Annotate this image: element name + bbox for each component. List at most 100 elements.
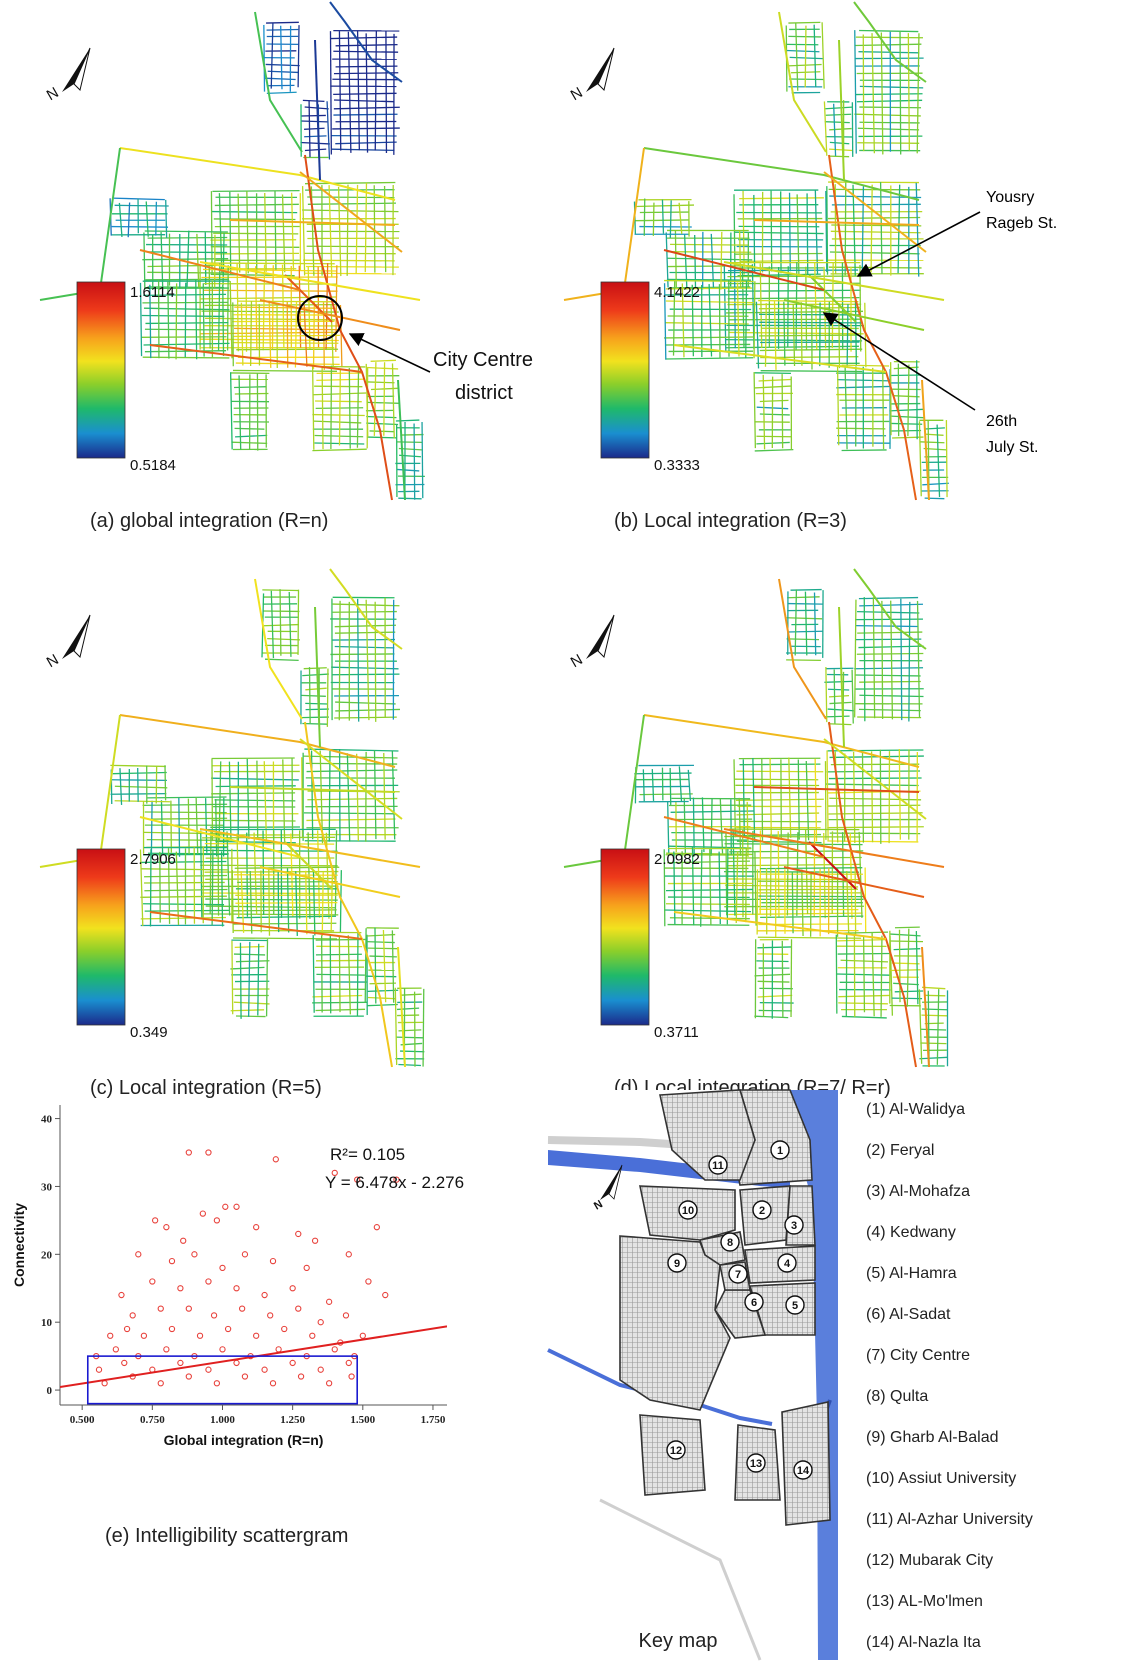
street	[165, 765, 166, 800]
street	[300, 717, 329, 718]
street	[855, 868, 856, 936]
street	[367, 935, 395, 936]
point	[327, 1299, 332, 1304]
street	[873, 597, 874, 718]
point	[318, 1320, 323, 1325]
street	[332, 674, 400, 675]
street	[306, 267, 399, 268]
street	[185, 283, 186, 357]
street	[331, 366, 332, 449]
street	[738, 282, 739, 356]
district-label: (4) Kedwany	[866, 1224, 956, 1241]
point	[270, 1381, 275, 1386]
street	[727, 849, 728, 924]
street	[889, 409, 923, 411]
street	[791, 590, 822, 591]
map-panel: N4.14220.3333(b) Local integration (R=3)	[564, 2, 949, 532]
street	[144, 343, 230, 345]
street	[331, 667, 398, 669]
street	[339, 937, 340, 1012]
street	[728, 290, 861, 291]
street	[303, 186, 305, 275]
point	[270, 1259, 275, 1264]
point	[254, 1333, 259, 1338]
street	[140, 896, 227, 897]
street	[213, 233, 298, 234]
street	[368, 998, 396, 999]
point	[234, 1204, 239, 1209]
point	[206, 1367, 211, 1372]
street	[145, 329, 228, 330]
point	[186, 1374, 191, 1379]
street	[305, 703, 328, 704]
point	[304, 1265, 309, 1270]
street	[774, 300, 776, 369]
legend-colorbar	[601, 282, 649, 458]
point	[296, 1306, 301, 1311]
street	[144, 832, 226, 833]
street	[757, 947, 791, 948]
street	[746, 281, 747, 359]
north-label: N	[568, 84, 586, 104]
street	[232, 941, 233, 1015]
street	[240, 943, 241, 1019]
street	[249, 942, 250, 1017]
street	[829, 798, 921, 800]
point	[290, 1286, 295, 1291]
street	[830, 142, 849, 143]
street	[423, 989, 424, 1067]
street	[333, 612, 397, 613]
street	[347, 185, 348, 276]
street	[368, 382, 395, 383]
street	[860, 86, 923, 87]
street	[890, 941, 923, 942]
street	[907, 929, 909, 1007]
main-road	[564, 148, 644, 300]
legend-max: 2.0982	[654, 851, 700, 868]
district-number: 9	[674, 1258, 680, 1270]
street	[231, 372, 233, 449]
street	[688, 770, 690, 801]
street	[384, 753, 385, 840]
street	[212, 849, 213, 925]
point	[346, 1252, 351, 1257]
point	[327, 1381, 332, 1386]
street	[917, 33, 919, 153]
street	[670, 768, 671, 805]
street	[815, 592, 816, 655]
street	[937, 989, 938, 1065]
street	[145, 910, 230, 911]
main-road	[255, 12, 302, 152]
street	[736, 851, 737, 923]
street	[212, 212, 298, 213]
street	[326, 263, 328, 350]
street	[395, 988, 396, 1065]
street	[115, 786, 167, 788]
street	[856, 37, 923, 38]
street	[664, 337, 753, 338]
street	[828, 689, 849, 690]
street	[787, 639, 819, 640]
north-label: N	[44, 84, 62, 104]
point	[119, 1292, 124, 1297]
main-road	[398, 380, 405, 500]
main-road	[754, 220, 919, 225]
street	[834, 669, 835, 723]
street	[366, 417, 396, 418]
street	[727, 276, 861, 277]
point	[153, 1218, 158, 1223]
street	[144, 308, 229, 310]
district-label: (6) Al-Sadat	[866, 1306, 951, 1323]
street	[298, 25, 299, 87]
street	[209, 265, 210, 349]
legend-min: 0.5184	[130, 457, 176, 474]
y-tick-label: 10	[41, 1317, 53, 1329]
main-road	[829, 722, 916, 1067]
street	[327, 101, 329, 159]
point	[223, 1204, 228, 1209]
x-tick-label: 1.250	[280, 1414, 305, 1426]
point	[186, 1150, 191, 1155]
street	[925, 434, 944, 435]
street	[339, 31, 340, 150]
street	[828, 724, 851, 725]
